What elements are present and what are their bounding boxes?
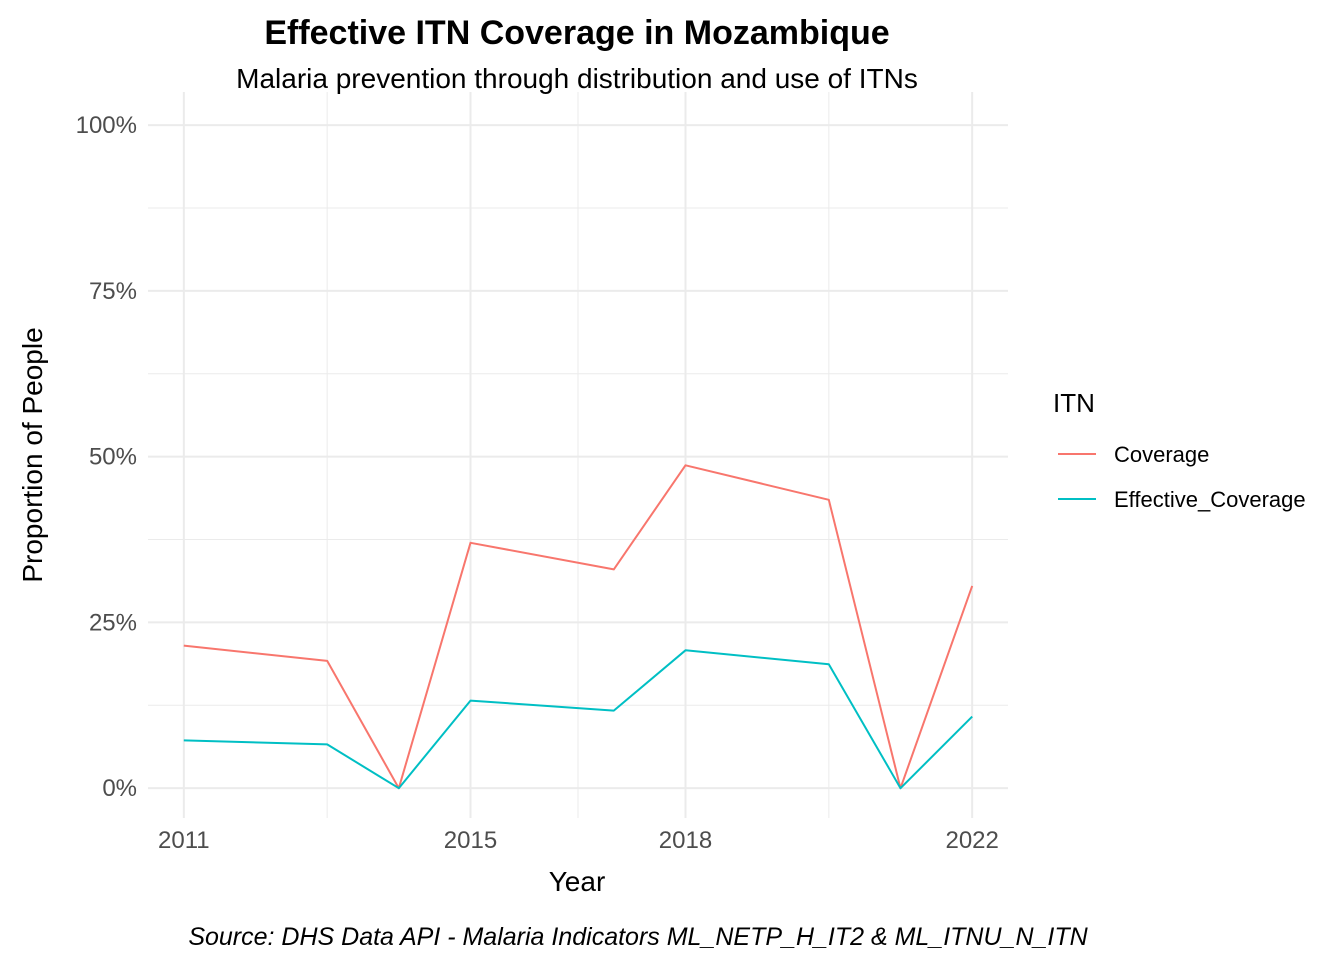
series-lines	[183, 464, 974, 790]
series-line-coverage	[183, 464, 974, 790]
legend-label: Coverage	[1114, 442, 1209, 467]
chart-subtitle: Malaria prevention through distribution …	[236, 63, 918, 94]
y-tick-label: 25%	[89, 609, 137, 636]
y-tick-label: 100%	[76, 112, 137, 139]
x-tick-label: 2011	[158, 827, 210, 854]
x-axis-label: Year	[549, 866, 606, 897]
legend: ITN Coverage Effective_Coverage	[1053, 388, 1306, 512]
grid	[148, 92, 1008, 818]
axes: 2011 2015 2018 2022 0% 25% 50% 75% 100%	[76, 112, 999, 854]
y-tick-label: 50%	[89, 444, 137, 471]
legend-title: ITN	[1053, 388, 1095, 418]
chart-title: Effective ITN Coverage in Mozambique	[264, 14, 889, 52]
y-tick-label: 75%	[89, 278, 137, 305]
x-tick-label: 2018	[659, 827, 712, 854]
x-tick-label: 2015	[444, 827, 497, 854]
series-line-effective-coverage	[183, 649, 973, 790]
x-tick-label: 2022	[945, 827, 998, 854]
legend-label: Effective_Coverage	[1114, 487, 1306, 512]
y-tick-label: 0%	[102, 775, 137, 802]
y-axis-label: Proportion of People	[17, 327, 48, 582]
chart-caption: Source: DHS Data API - Malaria Indicator…	[188, 923, 1088, 951]
